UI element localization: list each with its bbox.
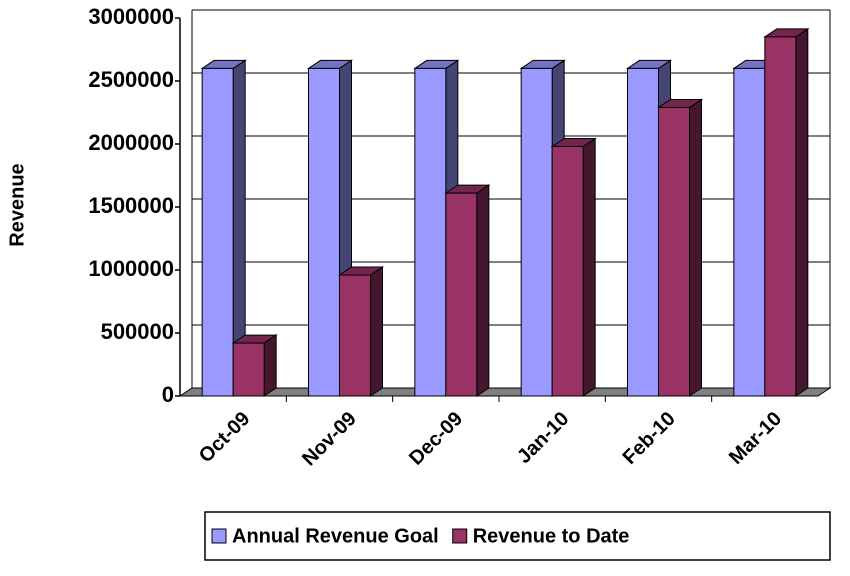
- bar-side: [476, 184, 490, 397]
- legend-label: Annual Revenue Goal: [232, 525, 439, 547]
- bar: [764, 36, 797, 397]
- y-axis-title: Revenue: [6, 163, 28, 246]
- legend-swatch: [211, 528, 227, 544]
- y-tick-label: 1500000: [88, 193, 174, 218]
- bar-side: [795, 27, 809, 397]
- y-tick-label: 2000000: [88, 130, 174, 155]
- bar-side: [582, 137, 596, 397]
- bar: [658, 106, 690, 397]
- legend-box: [204, 511, 831, 561]
- bar: [201, 67, 234, 397]
- y-tick-label: 1000000: [88, 256, 174, 281]
- bar-side: [263, 334, 277, 397]
- floor: [178, 387, 832, 397]
- y-tick-label: 0: [162, 382, 174, 407]
- x-tick-label: Feb-10: [619, 408, 680, 469]
- bar: [414, 67, 447, 397]
- x-tick-label: Oct-09: [195, 408, 255, 468]
- bar: [520, 67, 553, 397]
- bar-side: [370, 266, 383, 397]
- bar-side: [689, 98, 702, 397]
- x-tick-label: Nov-09: [298, 408, 361, 471]
- legend-swatch: [452, 528, 468, 544]
- bar: [339, 274, 371, 397]
- bar: [445, 192, 478, 397]
- bar: [733, 67, 766, 397]
- bar: [308, 67, 340, 397]
- x-tick-label: Jan-10: [513, 408, 573, 468]
- y-tick-label: 3000000: [88, 4, 174, 29]
- legend-label: Revenue to Date: [473, 525, 630, 547]
- y-tick-label: 2500000: [88, 67, 174, 92]
- y-tick-label: 500000: [101, 319, 174, 344]
- bar: [627, 67, 659, 397]
- x-tick-label: Dec-09: [405, 408, 467, 470]
- bar: [551, 146, 584, 397]
- bar: [232, 342, 265, 397]
- x-tick-label: Mar-10: [725, 408, 786, 469]
